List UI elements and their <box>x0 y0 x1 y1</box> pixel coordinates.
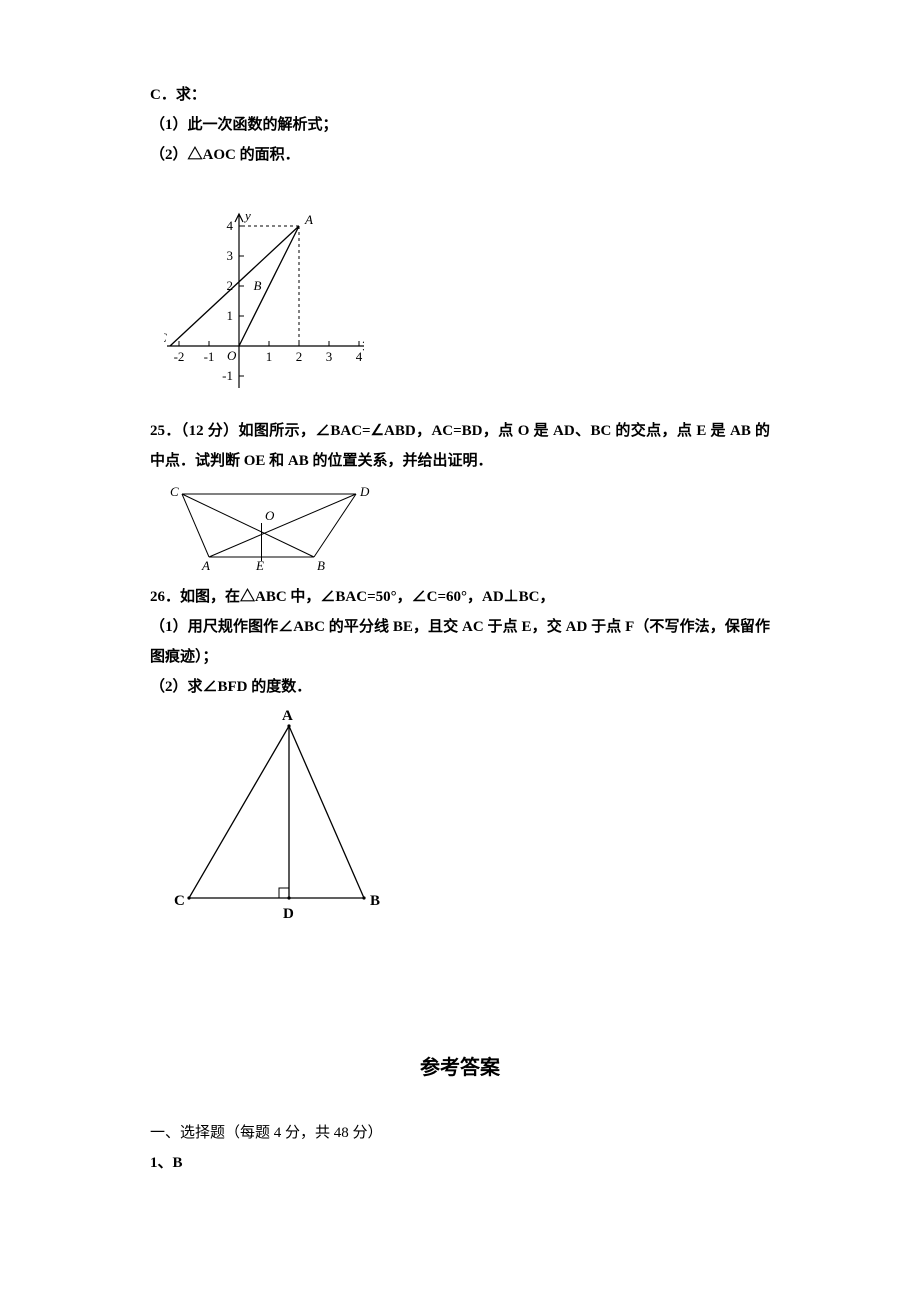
svg-text:C: C <box>164 330 167 345</box>
svg-text:A: A <box>282 708 293 724</box>
q24-part1: （1）此一次函数的解析式； <box>150 110 770 140</box>
svg-text:D: D <box>283 906 294 922</box>
svg-text:C: C <box>174 893 185 909</box>
svg-text:3: 3 <box>326 349 333 364</box>
svg-text:B: B <box>370 893 380 909</box>
svg-text:-2: -2 <box>174 349 185 364</box>
svg-text:C: C <box>170 484 179 499</box>
svg-text:O: O <box>227 348 237 363</box>
svg-text:B: B <box>317 558 325 572</box>
answers-section: 一、选择题（每题 4 分，共 48 分） <box>150 1118 770 1148</box>
svg-text:E: E <box>255 558 264 572</box>
svg-text:A: A <box>201 558 210 572</box>
q24-part2: （2）△AOC 的面积． <box>150 140 770 170</box>
svg-text:O: O <box>265 508 275 523</box>
q25-text: 25．（12 分）如图所示，∠BAC=∠ABD，AC=BD，点 O 是 AD、B… <box>150 416 770 476</box>
svg-text:y: y <box>243 208 251 223</box>
svg-text:1: 1 <box>227 308 234 323</box>
answers-title: 参考答案 <box>150 1048 770 1088</box>
svg-text:4: 4 <box>356 349 363 364</box>
q26-intro: 26．如图，在△ABC 中，∠BAC=50°，∠C=60°，AD⊥BC， <box>150 582 770 612</box>
svg-text:D: D <box>359 484 370 499</box>
q26-part1: （1）用尺规作图作∠ABC 的平分线 BE，且交 AC 于点 E，交 AD 于点… <box>150 612 770 672</box>
q26-diagram: A B C D <box>150 708 770 928</box>
q24-diagram: xy-2-11234-11234ABCO <box>150 176 770 406</box>
q24-prefix: C．求： <box>150 80 770 110</box>
svg-text:4: 4 <box>227 218 234 233</box>
svg-text:3: 3 <box>227 248 234 263</box>
svg-text:-1: -1 <box>222 368 233 383</box>
svg-text:B: B <box>254 278 262 293</box>
svg-text:A: A <box>304 212 313 227</box>
page: C．求： （1）此一次函数的解析式； （2）△AOC 的面积． xy-2-112… <box>0 0 920 1302</box>
answer-1: 1、B <box>150 1148 770 1178</box>
q25-diagram: A B C D O E <box>150 482 770 572</box>
svg-text:-1: -1 <box>204 349 215 364</box>
q26-part2: （2）求∠BFD 的度数． <box>150 672 770 702</box>
svg-text:2: 2 <box>296 349 303 364</box>
svg-text:1: 1 <box>266 349 273 364</box>
